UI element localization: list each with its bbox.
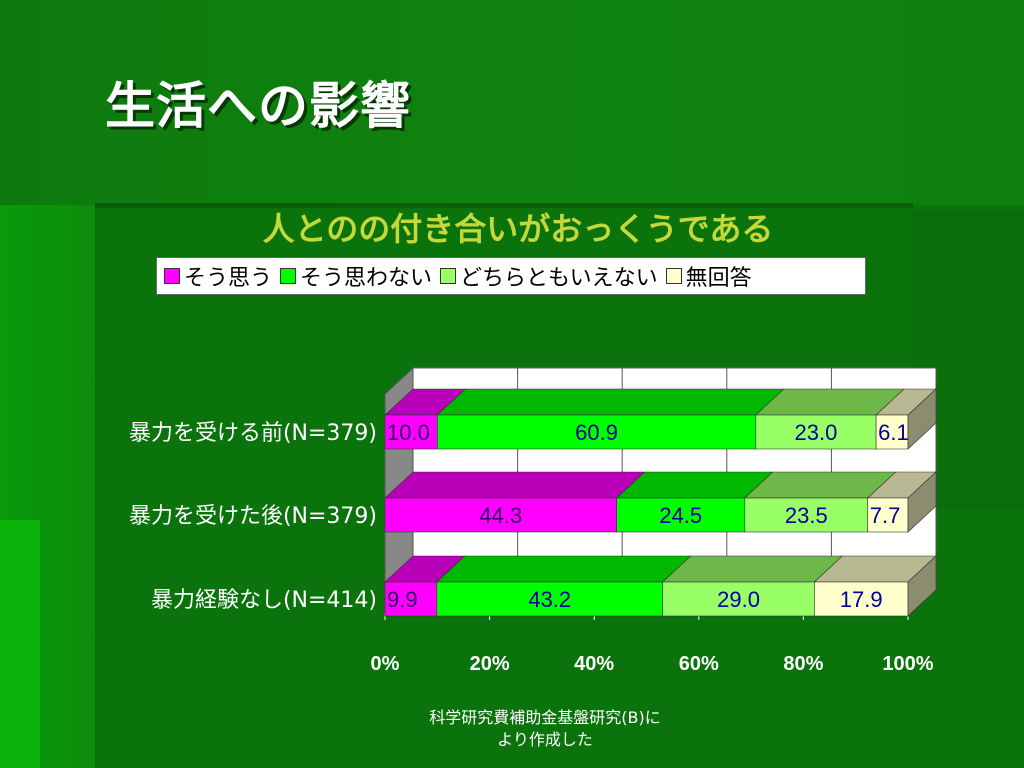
legend-swatch-neutral xyxy=(440,268,457,284)
x-tick-label: 80% xyxy=(783,653,823,675)
slide-title: 生活への影響 xyxy=(105,77,411,135)
legend-item-neutral: どちらともいえない xyxy=(440,260,658,292)
bar-neutral xyxy=(744,497,869,533)
legend-item-agree: そう思う xyxy=(164,260,272,292)
footer-note: 科学研究費補助金基盤研究(B)に より作成した xyxy=(380,707,710,751)
legend-item-no-answer: 無回答 xyxy=(665,260,752,292)
data-label: 9.9 xyxy=(387,587,418,612)
data-label: 29.0 xyxy=(717,587,760,612)
legend-swatch-agree xyxy=(164,268,180,284)
bar-end-face xyxy=(907,471,937,533)
x-tick-label: 100% xyxy=(882,653,933,675)
bar-end-face xyxy=(907,388,937,450)
x-tick-label: 0% xyxy=(371,653,400,675)
data-label: 43.2 xyxy=(528,587,571,612)
legend-swatch-no-answer xyxy=(665,268,682,284)
data-label: 17.9 xyxy=(840,587,883,612)
data-label: 23.0 xyxy=(795,420,838,445)
data-label: 44.3 xyxy=(479,503,522,528)
bar-agree xyxy=(384,414,438,450)
data-label: 6.1 xyxy=(878,420,909,445)
bar-top-agree xyxy=(384,471,646,499)
data-label: 23.5 xyxy=(785,503,828,528)
legend-label-no-answer: 無回答 xyxy=(685,266,752,291)
bar-no-answer xyxy=(875,414,909,450)
legend-label-neutral: どちらともいえない xyxy=(460,266,658,291)
bar-end-face xyxy=(907,555,937,617)
chart-title: 人とのの付き合いがおっくうである xyxy=(262,210,774,248)
data-label: 60.9 xyxy=(575,420,618,445)
y-category-label: 暴力を受ける前(N=379) xyxy=(129,421,377,446)
bar-neutral xyxy=(662,581,815,617)
legend-swatch-disagree xyxy=(280,268,297,284)
bar-disagree xyxy=(616,497,746,533)
bar-no-answer xyxy=(867,497,909,533)
data-label: 7.7 xyxy=(870,503,901,528)
bar-top-neutral xyxy=(661,555,844,583)
data-label: 24.5 xyxy=(659,503,702,528)
bar-no-answer xyxy=(814,581,909,617)
bar-neutral xyxy=(755,414,877,450)
legend-label-agree: そう思う xyxy=(184,266,273,291)
legend-label-disagree: そう思わない xyxy=(300,266,433,291)
legend-item-disagree: そう思わない xyxy=(280,260,432,292)
bar-top-disagree xyxy=(436,388,785,416)
chart-legend: そう思う そう思わない どちらともいえない 無回答 xyxy=(156,257,866,295)
bar-agree xyxy=(384,497,617,533)
y-category-label: 暴力を受けた後(N=379) xyxy=(129,504,377,529)
y-category-label: 暴力経験なし(N=414) xyxy=(151,588,377,613)
footer-line-1: 科学研究費補助金基盤研究(B)に xyxy=(429,708,661,727)
data-label: 10.0 xyxy=(387,420,430,445)
footer-line-2: より作成した xyxy=(497,730,593,749)
bar-top-disagree xyxy=(436,555,692,583)
x-tick-label: 20% xyxy=(470,653,510,675)
bar-agree xyxy=(384,581,438,617)
x-tick-label: 40% xyxy=(574,653,614,675)
x-tick-label: 60% xyxy=(679,653,719,675)
bar-disagree xyxy=(436,414,757,450)
